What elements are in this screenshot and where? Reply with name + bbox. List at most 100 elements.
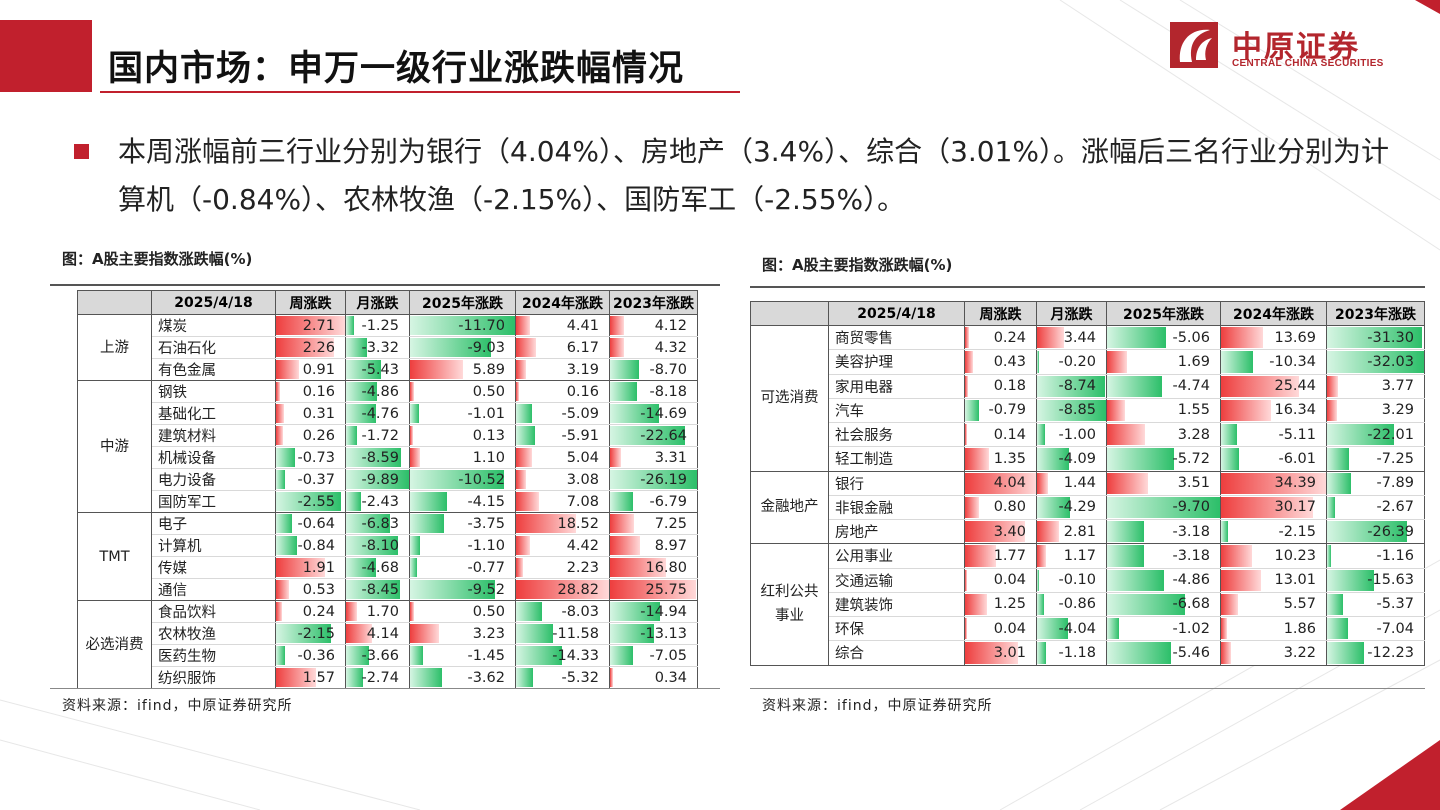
value-text: -3.18 xyxy=(1172,523,1210,540)
value-cell: -9.70 xyxy=(1106,495,1221,521)
negative-data-bar xyxy=(1327,618,1349,640)
value-cell: 3.08 xyxy=(515,468,610,491)
value-text: -1.01 xyxy=(467,405,505,422)
negative-data-bar xyxy=(610,360,639,379)
negative-data-bar xyxy=(410,316,515,335)
column-header: 2024年涨跌 xyxy=(515,290,610,315)
column-header: 2023年涨跌 xyxy=(609,290,698,315)
negative-data-bar xyxy=(1037,448,1069,470)
value-cell: -8.03 xyxy=(515,600,610,623)
table-row: 美容护理 0.43 -0.20 1.69 -10.34 -32.03 xyxy=(751,349,1425,375)
value-text: 3.22 xyxy=(1283,644,1316,661)
value-text: 4.14 xyxy=(366,625,399,642)
value-text: -4.86 xyxy=(361,383,399,400)
value-text: 7.25 xyxy=(654,515,687,532)
positive-data-bar xyxy=(610,536,640,555)
value-cell: 3.40 xyxy=(964,519,1037,545)
industry-name: 电力设备 xyxy=(151,468,276,491)
value-cell: -0.77 xyxy=(409,556,516,579)
value-text: -3.32 xyxy=(361,339,399,356)
value-text: -7.25 xyxy=(1376,450,1414,467)
value-cell: 3.19 xyxy=(515,358,610,381)
table-row: 机械设备 -0.73 -8.59 1.10 5.04 3.31 xyxy=(78,446,698,469)
negative-data-bar xyxy=(346,404,377,423)
negative-data-bar xyxy=(410,492,448,511)
negative-data-bar xyxy=(410,536,420,555)
negative-data-bar xyxy=(1107,448,1174,470)
negative-data-bar xyxy=(276,448,295,467)
negative-data-bar xyxy=(1327,424,1394,446)
industry-name: 国防军工 xyxy=(151,490,276,513)
negative-data-bar xyxy=(1107,521,1145,543)
value-cell: 7.08 xyxy=(515,490,610,513)
table-row: 纺织服饰 1.57 -2.74 -3.62 -5.32 0.34 xyxy=(78,666,698,689)
positive-data-bar xyxy=(610,514,635,533)
value-cell: -7.05 xyxy=(609,644,698,667)
value-text: 3.40 xyxy=(993,523,1026,540)
positive-data-bar xyxy=(965,521,1025,543)
value-text: 0.50 xyxy=(472,383,505,400)
value-cell: -0.10 xyxy=(1036,568,1107,593)
summary-text: 本周涨幅前三行业分别为银行（4.04%）、房地产（3.4%）、综合（3.01%）… xyxy=(118,135,1390,216)
value-text: -15.63 xyxy=(1367,572,1414,589)
value-cell: 3.23 xyxy=(409,622,516,645)
left-bottom-rule xyxy=(50,688,720,689)
value-cell: 1.25 xyxy=(964,592,1037,618)
negative-data-bar xyxy=(1107,496,1220,518)
value-cell: -0.86 xyxy=(1036,592,1107,618)
value-cell: -1.10 xyxy=(409,534,516,557)
negative-data-bar xyxy=(1037,375,1106,397)
negative-data-bar xyxy=(276,624,331,643)
value-cell: 0.24 xyxy=(275,600,346,623)
positive-data-bar xyxy=(346,624,373,643)
positive-data-bar xyxy=(610,558,666,577)
value-cell: 16.80 xyxy=(609,556,698,579)
value-text: -4.09 xyxy=(1058,450,1096,467)
value-cell: 5.89 xyxy=(409,358,516,381)
value-text: -6.68 xyxy=(1172,596,1210,613)
value-cell: -1.00 xyxy=(1036,422,1107,448)
value-cell: -6.79 xyxy=(609,490,698,513)
table-row: 通信 0.53 -8.45 -9.52 28.82 25.75 xyxy=(78,578,698,601)
group-label: 必选消费 xyxy=(77,600,152,689)
value-cell: 3.29 xyxy=(1326,398,1425,424)
negative-data-bar xyxy=(516,426,536,445)
positive-data-bar xyxy=(410,448,420,467)
value-cell: -1.18 xyxy=(1036,640,1107,666)
positive-data-bar xyxy=(965,496,980,518)
column-header: 周涨跌 xyxy=(275,290,346,315)
group-label: 红利公共事业 xyxy=(750,543,829,666)
positive-data-bar xyxy=(965,472,1036,494)
negative-data-bar xyxy=(410,580,496,599)
positive-data-bar xyxy=(965,569,968,591)
industry-name: 食品饮料 xyxy=(151,600,276,623)
value-text: -3.18 xyxy=(1172,547,1210,564)
positive-data-bar xyxy=(1107,472,1148,494)
value-cell: -2.43 xyxy=(345,490,410,513)
value-text: 25.75 xyxy=(645,581,687,598)
negative-data-bar xyxy=(410,646,423,665)
value-text: 0.16 xyxy=(302,383,335,400)
positive-data-bar xyxy=(965,424,968,446)
title-bar xyxy=(0,20,1090,93)
value-text: 1.17 xyxy=(1063,547,1096,564)
negative-data-bar xyxy=(1107,545,1145,567)
value-text: 1.86 xyxy=(1283,620,1316,637)
value-text: 5.04 xyxy=(566,449,599,466)
industry-name: 商贸零售 xyxy=(828,325,965,351)
industry-name: 基础化工 xyxy=(151,402,276,425)
positive-data-bar xyxy=(1221,569,1261,591)
value-cell: 5.04 xyxy=(515,446,610,469)
negative-data-bar xyxy=(1037,424,1045,446)
value-text: -4.68 xyxy=(361,559,399,576)
value-cell: 0.24 xyxy=(964,325,1037,351)
value-cell: 4.04 xyxy=(964,471,1037,496)
value-cell: -6.83 xyxy=(345,512,410,535)
value-text: 1.57 xyxy=(302,669,335,686)
positive-data-bar xyxy=(1107,424,1146,446)
value-text: 18.52 xyxy=(557,515,599,532)
positive-data-bar xyxy=(516,470,526,489)
table-row: 可选消费 商贸零售 0.24 3.44 -5.06 13.69 -31.30 xyxy=(750,325,1425,472)
value-cell: -3.75 xyxy=(409,512,516,535)
